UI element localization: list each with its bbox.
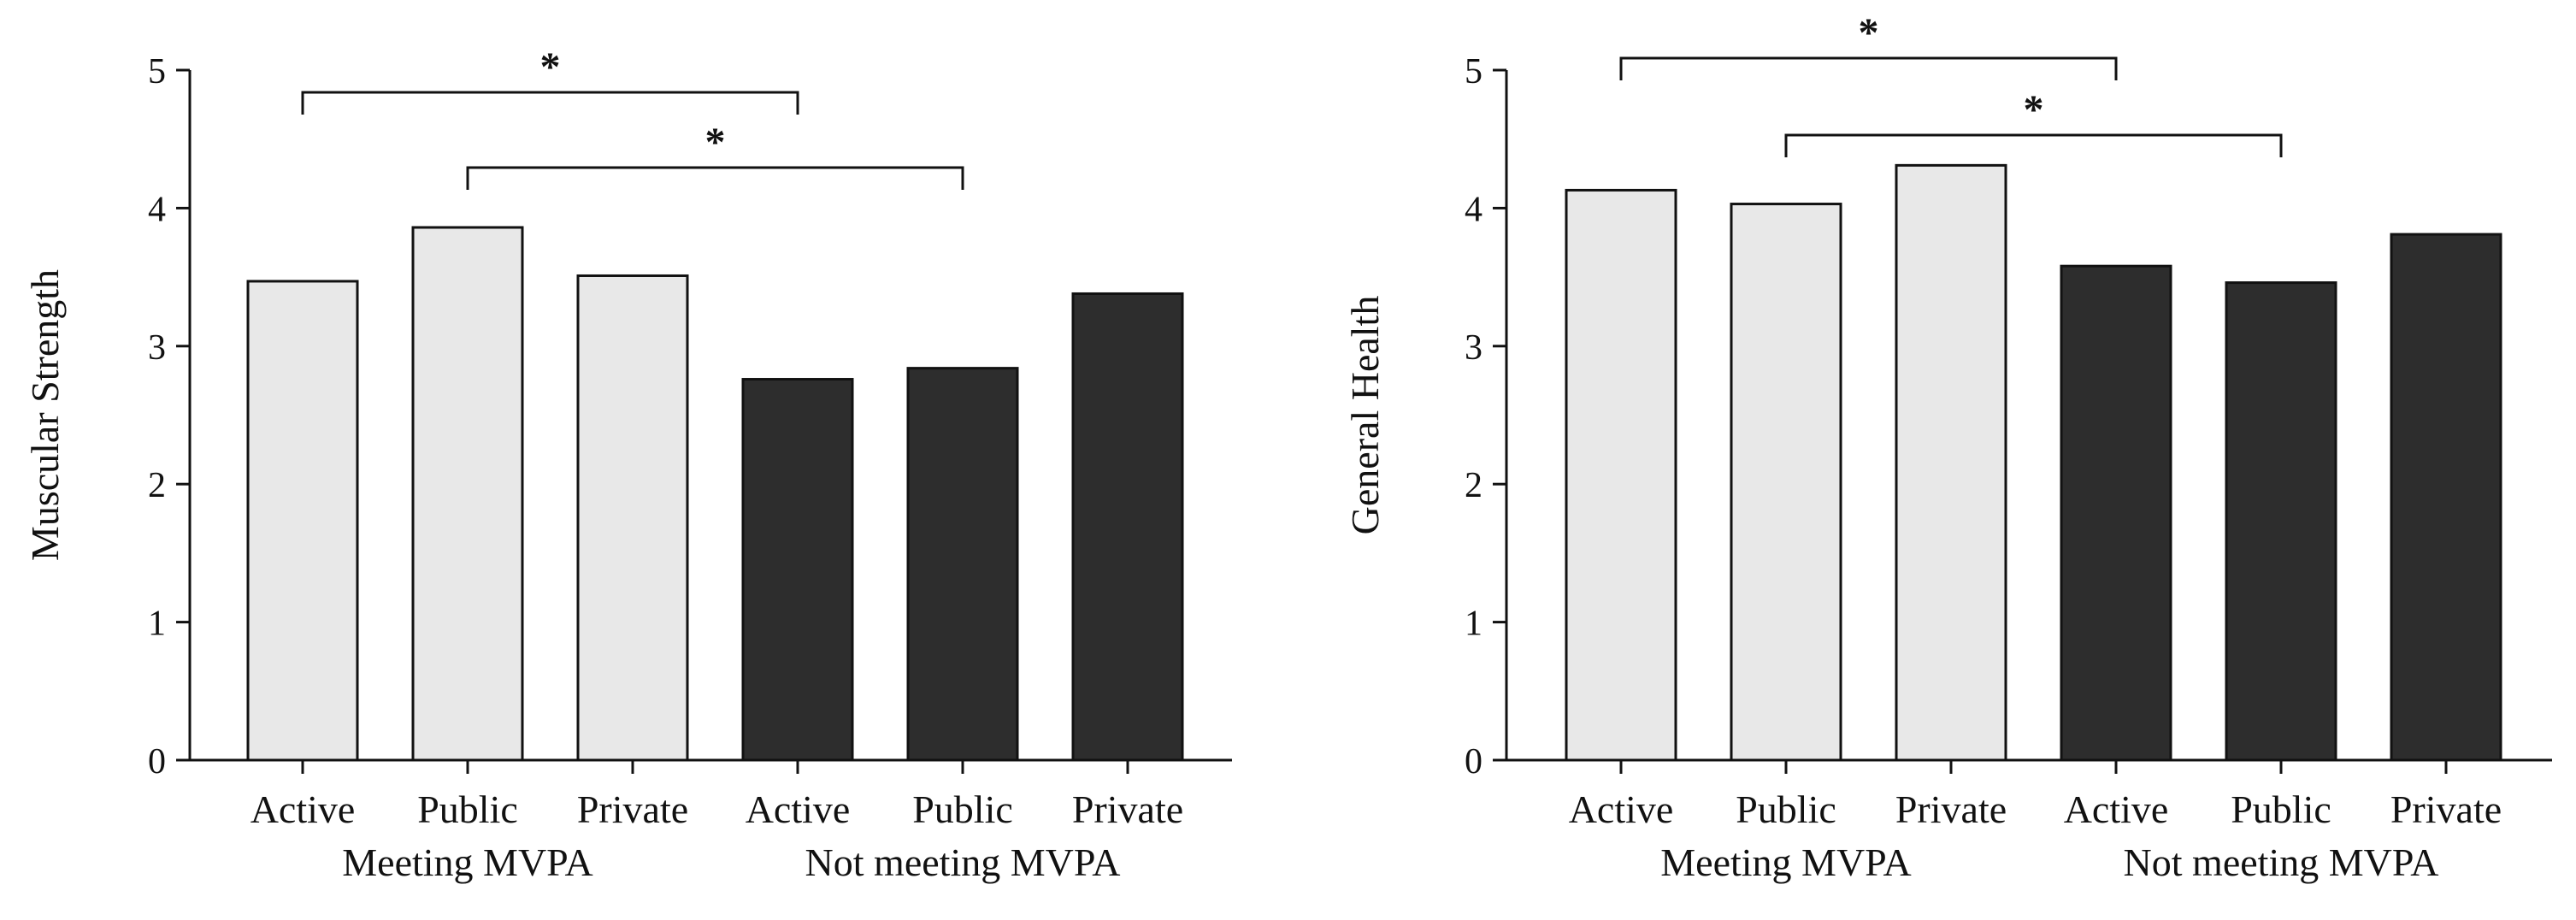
- bar-meeting-mvpa-public: [1730, 203, 1842, 762]
- y-tick-label: 5: [1465, 52, 1483, 91]
- bar-not-meeting-mvpa-public: [906, 367, 1019, 762]
- significance-star: *: [1859, 10, 1879, 56]
- muscular-strength-chart: Muscular Strength 0 1 2 3 4 5 Active Public Priva…: [23, 44, 1232, 884]
- y-tick-label: 2: [1465, 466, 1483, 505]
- x-category-label: Active: [746, 787, 851, 831]
- significance-bracket: [301, 91, 799, 115]
- x-category-label: Active: [251, 787, 356, 831]
- y-tick-label: 3: [148, 328, 166, 368]
- x-category-label: Public: [2231, 787, 2331, 831]
- y-tick-label: 4: [148, 190, 166, 229]
- y-tick-label: 2: [148, 466, 166, 505]
- x-category-label: Active: [2064, 787, 2169, 831]
- bar-not-meeting-mvpa-private: [1071, 292, 1184, 762]
- x-category-label: Private: [577, 787, 688, 831]
- y-tick-label: 5: [148, 52, 166, 91]
- x-category-label: Active: [1569, 787, 1674, 831]
- bar-meeting-mvpa-private: [576, 274, 689, 762]
- bar-meeting-mvpa-active: [1565, 188, 1677, 762]
- y-tick-label: 1: [1465, 604, 1483, 644]
- x-group-label: Not meeting MVPA: [2124, 840, 2439, 884]
- significance-star: *: [2024, 87, 2044, 133]
- bar-meeting-mvpa-private: [1895, 163, 2007, 762]
- x-category-label: Private: [2390, 787, 2502, 831]
- bar-not-meeting-mvpa-active: [2060, 264, 2172, 762]
- x-group-label: Meeting MVPA: [1660, 840, 1912, 884]
- significance-bracket: [1619, 56, 2118, 80]
- bar-not-meeting-mvpa-active: [741, 378, 854, 762]
- significance-bracket: [1784, 133, 2283, 157]
- bar-meeting-mvpa-public: [411, 226, 524, 762]
- general-health-chart: General Health 0 1 2 3 4 5 Active Public Private A…: [1343, 10, 2552, 884]
- significance-bracket: [466, 166, 964, 190]
- y-axis-title: General Health: [1343, 296, 1387, 535]
- x-category-label: Public: [1736, 787, 1836, 831]
- bar-meeting-mvpa-active: [246, 280, 359, 762]
- y-tick-label: 1: [148, 604, 166, 644]
- x-group-label: Meeting MVPA: [342, 840, 593, 884]
- y-axis-title: Muscular Strength: [23, 269, 67, 561]
- y-tick-label: 0: [1465, 742, 1483, 781]
- x-category-label: Public: [912, 787, 1013, 831]
- x-category-label: Public: [417, 787, 518, 831]
- bar-not-meeting-mvpa-private: [2390, 233, 2502, 762]
- x-group-label: Not meeting MVPA: [805, 840, 1121, 884]
- y-tick-label: 0: [148, 742, 166, 781]
- x-category-label: Private: [1072, 787, 1183, 831]
- significance-star: *: [540, 44, 561, 90]
- x-category-label: Private: [1895, 787, 2007, 831]
- bar-not-meeting-mvpa-public: [2225, 281, 2337, 762]
- y-tick-label: 4: [1465, 190, 1483, 229]
- significance-star: *: [705, 120, 726, 165]
- y-tick-label: 3: [1465, 328, 1483, 368]
